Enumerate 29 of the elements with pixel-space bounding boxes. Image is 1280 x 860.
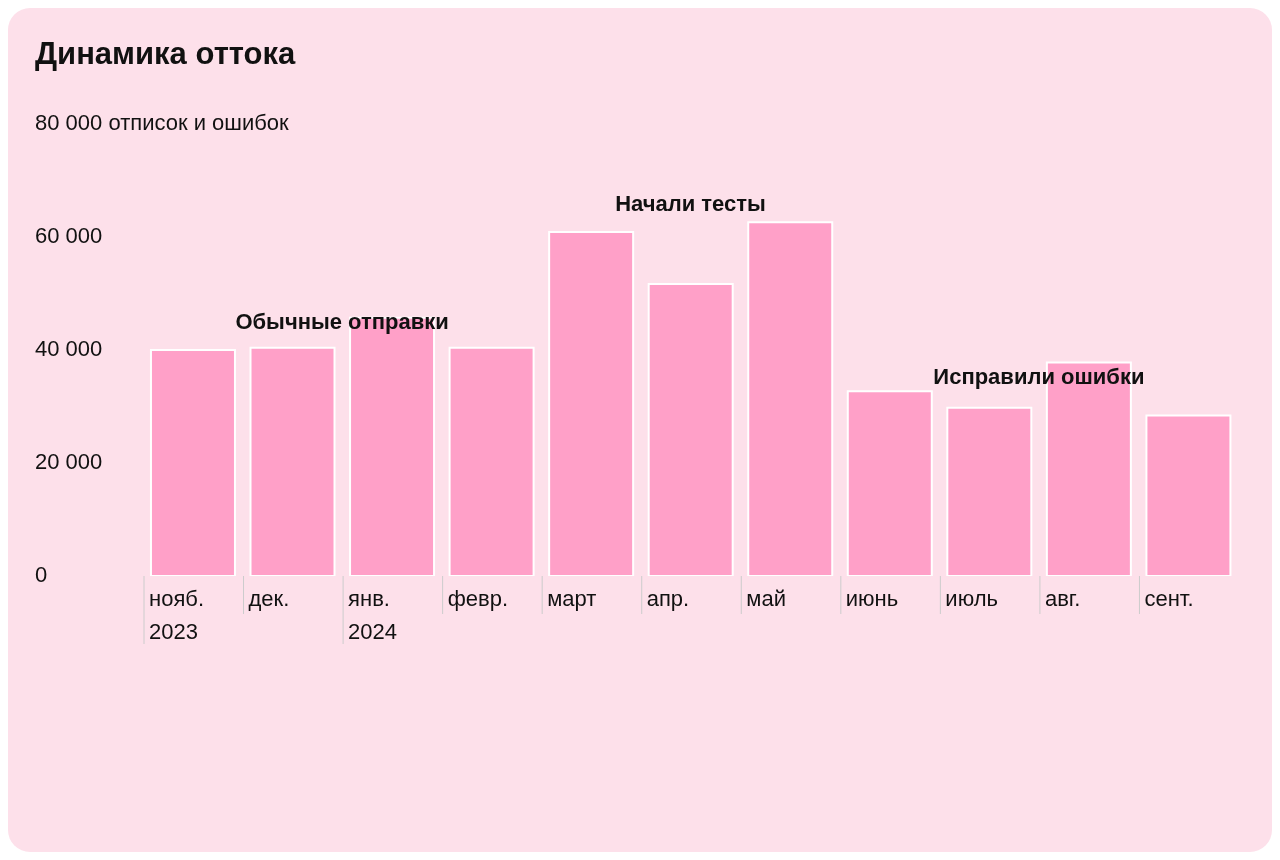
- bar: [846, 390, 933, 576]
- y-tick-label: 20 000: [35, 449, 103, 474]
- bar: [1145, 414, 1232, 576]
- x-tick-label: февр.: [447, 586, 509, 611]
- x-tick-label: нояб. 2023: [149, 586, 205, 644]
- x-tick-label: авг.: [1044, 586, 1081, 611]
- bar: [647, 282, 734, 576]
- x-tick-label: сент.: [1144, 586, 1194, 611]
- y-tick-label: 0: [35, 562, 48, 587]
- bar: [149, 349, 236, 576]
- annotation: Обычные отправки: [235, 309, 449, 335]
- annotation: Исправили ошибки: [933, 364, 1145, 390]
- bar: [548, 230, 635, 576]
- bar: [946, 406, 1033, 576]
- x-tick-label: июнь: [845, 586, 899, 611]
- annotation: Начали тесты: [615, 191, 766, 217]
- x-tick-label: июль: [945, 586, 998, 611]
- x-tick-label: апр.: [646, 586, 690, 611]
- x-tick-label: май: [746, 586, 786, 611]
- y-tick-label: 60 000: [35, 223, 103, 248]
- x-tick-label: янв. 2024: [348, 586, 398, 644]
- x-tick-label: март: [547, 586, 597, 611]
- y-tick-label: 80 000 отписок и ошибок: [35, 110, 290, 135]
- y-tick-label: 40 000: [35, 336, 103, 361]
- bar: [448, 346, 535, 576]
- bar: [249, 346, 336, 576]
- chart-title: Динамика оттока: [35, 36, 296, 72]
- x-tick-label: дек.: [248, 586, 290, 611]
- bar: [747, 221, 834, 576]
